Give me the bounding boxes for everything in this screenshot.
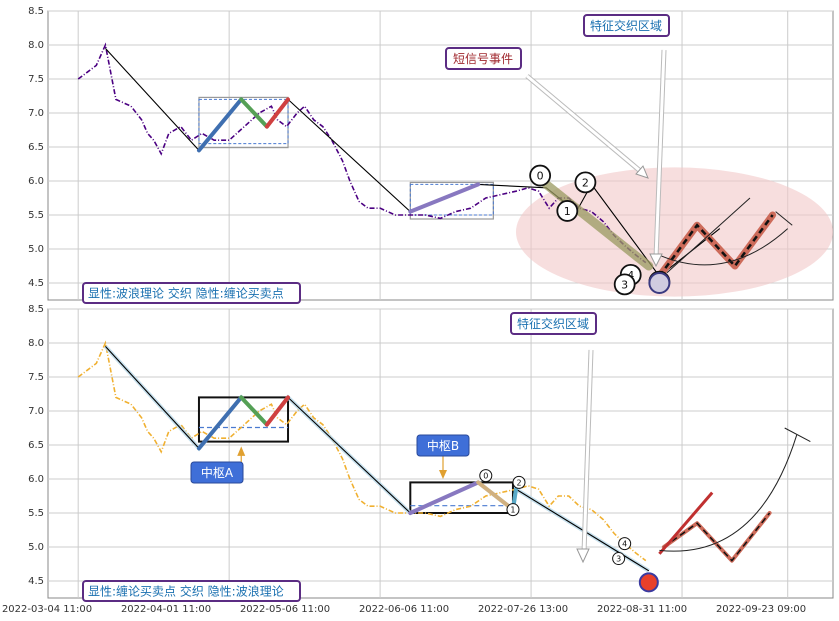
wave-label-circle bbox=[529, 164, 552, 187]
legend-box bbox=[82, 580, 301, 602]
forecast-tick bbox=[775, 211, 793, 226]
y-tick-label: 7.5 bbox=[28, 74, 44, 85]
y-tick-label: 4.5 bbox=[28, 576, 44, 587]
wave-label: 3 bbox=[616, 555, 621, 564]
x-tick-label: 2022-06-06 11:00 bbox=[359, 604, 449, 615]
y-tick-label: 5.5 bbox=[28, 210, 44, 221]
y-tick-label: 5.5 bbox=[28, 508, 44, 519]
zhongshu-b-label-box bbox=[416, 434, 470, 457]
trough-marker bbox=[638, 572, 659, 593]
wave-blue-segment bbox=[197, 395, 244, 451]
wave-label-circle bbox=[612, 552, 626, 566]
zhongshu-a-label: 中枢A bbox=[201, 465, 234, 480]
wave-band bbox=[541, 179, 654, 271]
y-tick-label: 8.5 bbox=[28, 304, 44, 315]
legend-text: 显性:波浪理论 交织 隐性:缠论买卖点 bbox=[88, 286, 284, 301]
wave-blue-segment bbox=[197, 97, 244, 153]
price-series bbox=[77, 42, 647, 264]
price-series bbox=[77, 340, 647, 562]
wave-label-circle bbox=[479, 469, 493, 483]
wave-red-segment bbox=[264, 97, 290, 129]
signal-arrow-core bbox=[526, 74, 646, 177]
y-tick-label: 6.0 bbox=[28, 176, 44, 187]
y-tick-label: 5.0 bbox=[28, 542, 44, 553]
wave-label-circle bbox=[618, 537, 632, 551]
feature-label: 特征交织区域 bbox=[590, 18, 662, 33]
zhongshu-inner-box bbox=[198, 98, 289, 145]
y-tick-label: 7.0 bbox=[28, 406, 44, 417]
y-tick-label: 6.0 bbox=[28, 474, 44, 485]
projection-dashed bbox=[658, 214, 774, 277]
y-tick-label: 6.5 bbox=[28, 440, 44, 451]
x-tick-label: 2022-09-23 09:00 bbox=[716, 604, 806, 615]
forecast-ray bbox=[666, 197, 751, 274]
x-tick-label: 2022-04-01 11:00 bbox=[121, 604, 211, 615]
x-tick-label: 2022-05-06 11:00 bbox=[240, 604, 330, 615]
wave-label: 2 bbox=[516, 478, 521, 487]
wave-green-segment bbox=[239, 395, 269, 427]
signal-label: 短信号事件 bbox=[453, 52, 513, 66]
feature-arrow-head bbox=[576, 548, 590, 564]
feature-label: 特征交织区域 bbox=[517, 316, 589, 331]
y-tick-label: 6.5 bbox=[28, 142, 44, 153]
x-axis: 2022-03-04 11:00 2022-04-01 11:00 2022-05-… bbox=[2, 604, 806, 615]
wave-purple-segment bbox=[408, 182, 481, 214]
bottom-chart-panel: 8.5 8.0 7.5 7.0 6.5 6.0 5.5 5.0 4.5 0 2 1 43 中枢A 中枢B 特征… bbox=[28, 304, 834, 602]
x-tick-label: 2022-08-31 11:00 bbox=[597, 604, 687, 615]
wave-tan-segment bbox=[476, 480, 515, 512]
wave-label-circle bbox=[512, 475, 526, 489]
zhongshu-inner-box bbox=[409, 183, 494, 216]
y-tick-label: 5.0 bbox=[28, 244, 44, 255]
feature-label-box bbox=[583, 14, 670, 37]
feature-arrow-core bbox=[654, 49, 666, 259]
wave-label: 0 bbox=[537, 170, 544, 183]
x-tick-label: 2022-07-26 13:00 bbox=[478, 604, 568, 615]
forecast-arc bbox=[659, 434, 798, 552]
wave-label-circle bbox=[574, 171, 597, 194]
forecast-tick bbox=[784, 427, 811, 443]
zhongshu-b-label: 中枢B bbox=[427, 438, 459, 453]
wave-label-circle bbox=[506, 503, 520, 517]
wave-label: 1 bbox=[564, 205, 571, 218]
projection-red-line bbox=[658, 491, 714, 555]
y-tick-label: 7.5 bbox=[28, 372, 44, 383]
wave-label-circle bbox=[613, 273, 636, 296]
wave-label: 4 bbox=[622, 540, 627, 549]
y-tick-label: 8.0 bbox=[28, 338, 44, 349]
feature-arrow-head bbox=[649, 253, 663, 268]
wave-red-segment bbox=[264, 395, 290, 427]
legend-text: 显性:缠论买卖点 交织 隐性:波浪理论 bbox=[88, 584, 284, 599]
y-tick-label: 8.5 bbox=[28, 6, 44, 17]
projection-dashed bbox=[663, 512, 771, 562]
signal-zone bbox=[515, 167, 833, 297]
wave-label: 3 bbox=[621, 278, 628, 291]
zhongshu-a-arrow bbox=[237, 446, 246, 456]
wave-purple-segment bbox=[408, 480, 481, 515]
x-tick-label: 2022-03-04 11:00 bbox=[2, 604, 92, 615]
top-chart-panel: 8.58.07.57.06.56.05.55.04.5021435短信号事件特征… bbox=[28, 6, 834, 304]
feature-label-box bbox=[510, 312, 597, 335]
signal-arrow-head bbox=[635, 165, 649, 179]
wave-label: 2 bbox=[582, 176, 589, 189]
y-tick-label: 7.0 bbox=[28, 108, 44, 119]
y-tick-label: 4.5 bbox=[28, 278, 44, 289]
signal-label-box bbox=[445, 47, 522, 70]
zhongshu-b-arrow bbox=[439, 470, 447, 479]
wave-green-segment bbox=[239, 97, 269, 129]
wave-label-circle bbox=[556, 200, 579, 222]
forecast-arc bbox=[660, 228, 789, 266]
legend-box bbox=[82, 282, 301, 304]
trough-marker bbox=[648, 272, 671, 294]
zhongshu-a-label-box bbox=[190, 461, 244, 484]
y-tick-label: 8.0 bbox=[28, 40, 44, 51]
wave-label: 0 bbox=[483, 472, 488, 481]
feature-arrow-core bbox=[582, 349, 593, 554]
wave-label: 1 bbox=[510, 506, 515, 515]
